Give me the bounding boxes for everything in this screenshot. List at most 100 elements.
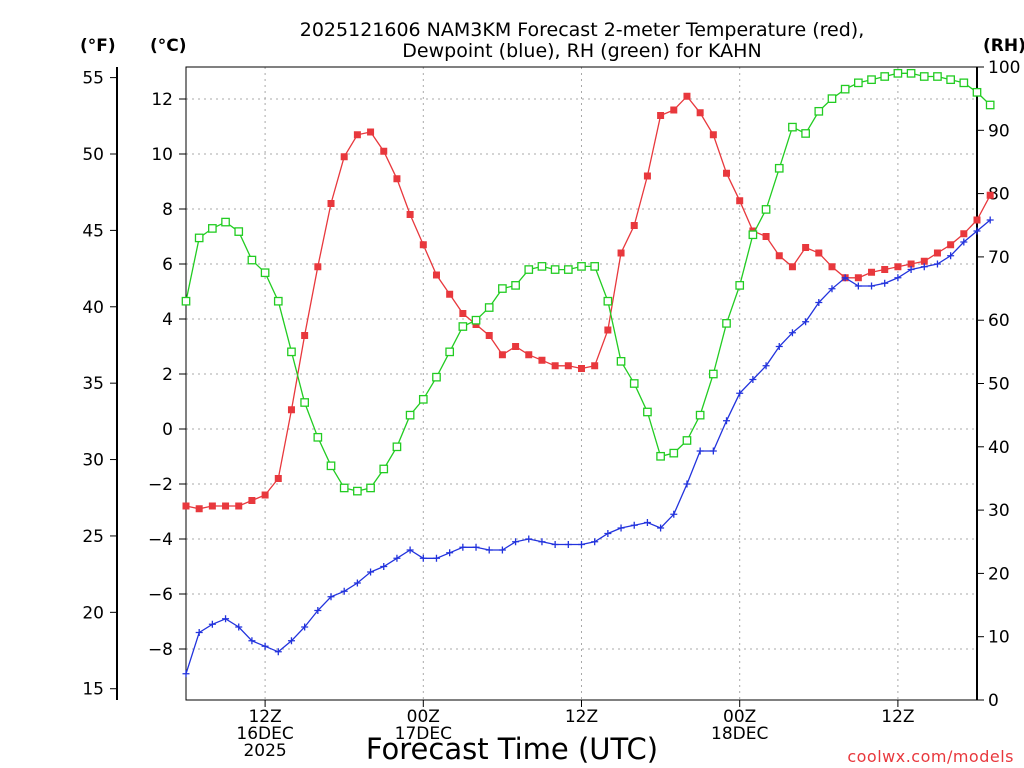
x-tick-label: 18DEC	[711, 724, 768, 744]
data-point	[774, 163, 784, 173]
x-tick-label: 12Z	[248, 707, 281, 727]
data-point	[274, 648, 282, 656]
data-point	[525, 535, 533, 543]
data-point	[353, 131, 361, 139]
data-point	[985, 100, 995, 110]
data-point	[273, 296, 283, 306]
chart-title-line-2: Dewpoint (blue), RH (green) for KAHN	[402, 40, 761, 62]
data-point	[432, 554, 440, 562]
data-point	[881, 266, 889, 273]
data-point	[524, 265, 534, 274]
data-point	[208, 224, 217, 233]
data-point	[340, 153, 348, 161]
chart-title-line-1: 2025121606 NAM3KM Forecast 2-meter Tempe…	[300, 19, 864, 41]
data-point	[761, 205, 771, 214]
celsius-tick-label: 6	[162, 255, 173, 275]
data-point	[182, 502, 190, 510]
data-point	[986, 191, 994, 199]
data-point	[630, 521, 638, 529]
data-point	[960, 238, 968, 246]
data-point	[525, 351, 533, 359]
data-point	[591, 362, 599, 370]
data-point	[709, 131, 717, 139]
data-point	[919, 72, 929, 81]
series-2-meter-temperature	[182, 92, 994, 513]
fahrenheit-tick-label: 45	[82, 221, 104, 241]
fahrenheit-tick-label: 55	[82, 69, 104, 89]
data-point	[459, 543, 467, 551]
data-point	[301, 623, 309, 631]
data-point	[538, 356, 546, 364]
data-point	[762, 233, 770, 240]
x-tick-label: 00Z	[723, 707, 756, 727]
series-dewpoint	[182, 216, 994, 678]
data-point	[393, 175, 401, 183]
data-point	[617, 249, 625, 257]
data-point	[327, 593, 335, 601]
data-point	[234, 227, 244, 236]
data-point	[802, 244, 810, 251]
celsius-tick-label: −8	[148, 640, 173, 660]
rh-tick-label: 60	[988, 311, 1010, 331]
data-point	[260, 268, 270, 278]
data-point	[933, 249, 941, 257]
data-point	[247, 255, 257, 265]
rh-tick-label: 100	[988, 58, 1020, 78]
data-point	[657, 524, 665, 532]
data-point	[563, 265, 573, 274]
data-point	[656, 451, 665, 461]
x-axis-label: Forecast Time (UTC)	[366, 732, 658, 766]
data-point	[617, 524, 625, 532]
data-point	[314, 263, 322, 271]
data-point	[366, 483, 375, 493]
data-point	[314, 607, 322, 614]
celsius-tick-label: −2	[148, 475, 173, 495]
data-point	[881, 279, 889, 287]
data-point	[471, 315, 481, 325]
data-point	[683, 480, 691, 488]
data-point	[367, 568, 375, 576]
data-point	[604, 530, 612, 537]
data-point	[353, 579, 361, 587]
data-point	[432, 372, 441, 382]
data-point	[854, 274, 862, 282]
fahrenheit-tick-label: 25	[82, 527, 104, 547]
data-point	[946, 75, 955, 85]
data-point	[788, 263, 796, 271]
fahrenheit-tick-label: 50	[82, 145, 104, 165]
data-point	[907, 266, 915, 273]
data-point	[973, 216, 981, 224]
celsius-tick-label: 4	[162, 310, 173, 330]
celsius-tick-label: −4	[148, 530, 173, 550]
rh-tick-label: 0	[988, 691, 999, 711]
data-point	[432, 271, 440, 279]
data-point	[788, 329, 796, 337]
data-point	[696, 109, 704, 117]
data-point	[775, 343, 783, 350]
data-point	[894, 263, 902, 271]
data-point	[972, 87, 982, 97]
data-point	[906, 68, 916, 78]
data-point	[313, 432, 323, 442]
data-point	[287, 347, 296, 357]
data-point	[274, 475, 282, 482]
celsius-tick-label: 2	[162, 365, 173, 385]
data-point	[643, 172, 651, 180]
celsius-tick-label: 0	[162, 420, 173, 440]
data-point	[248, 637, 256, 645]
data-point	[406, 546, 414, 554]
data-point	[512, 343, 520, 350]
data-point	[287, 406, 295, 414]
data-point	[445, 347, 455, 357]
data-point	[947, 252, 955, 260]
data-point	[406, 211, 414, 218]
data-point	[367, 128, 375, 136]
data-point	[578, 365, 585, 372]
credit-text: coolwx.com/models	[847, 747, 1014, 766]
celsius-tick-label: −6	[148, 585, 173, 605]
data-point	[616, 356, 626, 366]
data-point	[604, 326, 612, 334]
data-point	[708, 369, 718, 379]
data-point	[485, 546, 493, 554]
data-point	[208, 502, 216, 510]
